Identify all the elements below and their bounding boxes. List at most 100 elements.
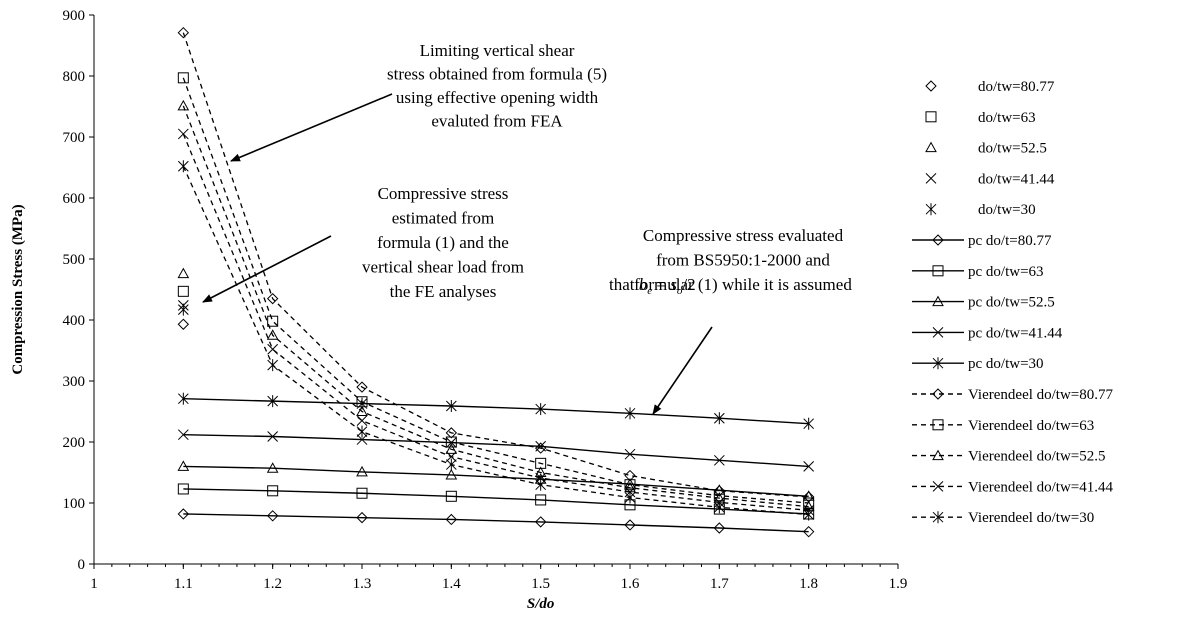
legend-label: Vierendeel do/tw=63 [968,418,1094,434]
legend-marker [932,357,944,370]
series-line [183,513,809,533]
x-tick-label: 1.9 [889,576,908,592]
annotation-line: estimated from [392,209,494,228]
legend-entry-3: do/tw=41.44 [925,171,1055,187]
series-line [182,105,809,508]
data-point [356,425,368,438]
legend-marker [925,80,937,92]
y-tick-label: 300 [63,374,86,390]
legend: do/tw=80.77 do/tw=63 do/tw=52.5 do/tw=41.44… [912,79,1114,526]
x-tick-label: 1.7 [710,576,729,592]
series-4 [177,303,189,316]
legend-entry-6: pc do/tw=63 [912,264,1044,280]
data-point [535,494,547,506]
legend-entry-11: Vierendeel do/tw=63 [912,418,1094,434]
annotation-line: the FE analyses [390,282,497,301]
x-tick-label: 1.1 [174,576,193,592]
data-point [177,392,189,405]
series-1 [177,285,189,297]
legend-label: do/tw=80.77 [978,79,1055,95]
x-tick-label: 1.8 [799,576,818,592]
data-point [445,468,458,480]
y-tick-label: 0 [78,557,86,573]
legend-marker [925,203,937,216]
data-point [266,510,279,522]
legend-label: pc do/tw=30 [968,356,1044,372]
data-point [177,26,190,39]
x-tick-label: 1 [90,576,98,592]
data-point [445,443,458,454]
data-point [534,516,547,528]
data-point [177,99,190,111]
plot-area: 0 100 200 300 400 500 600 700 800 900 1 1.1 1.2 1.3 1.… [10,8,907,612]
data-point [356,381,368,393]
legend-entry-14: Vierendeel do/tw=30 [912,510,1094,526]
annotation-line: from BS5950:1-2000 and [656,251,830,270]
legend-marker [932,449,944,461]
data-point [535,403,547,416]
y-tick-label: 600 [63,191,86,207]
data-point [267,395,279,408]
series-line [183,397,809,425]
y-tick-label: 900 [63,8,86,24]
series-line [183,465,809,497]
data-point [445,436,457,448]
legend-label: pc do/t=80.77 [968,233,1052,249]
legend-label: do/tw=63 [978,110,1036,126]
data-point [356,434,368,445]
legend-marker [932,327,944,338]
data-point [267,343,279,355]
x-tick-label: 1.5 [531,576,550,592]
data-point [445,513,458,526]
legend-marker [932,234,944,246]
data-point [356,405,368,416]
data-point [266,292,279,305]
data-point [356,511,368,524]
annotation-arrow [652,326,713,415]
legend-marker [925,173,937,184]
legend-marker [925,111,937,123]
legend-label: do/tw=52.5 [978,141,1047,157]
data-point [445,427,458,439]
annotation-line: using effective opening width [396,88,599,107]
data-point [445,458,457,471]
y-axis-title: Compression Stress (MPa) [10,204,26,374]
series-10 [177,26,815,503]
legend-label: do/tw=41.44 [978,171,1055,187]
series-line [183,488,809,515]
data-point [177,128,189,140]
annotation-line: formular (1) while it is assumed [634,275,852,294]
annotation-3-formula-line: that be = so/2 [609,275,696,297]
data-point [803,508,815,521]
x-tick-label: 1.2 [263,576,282,592]
legend-entry-12: Vierendeel do/tw=52.5 [912,449,1106,465]
data-point [624,519,636,531]
legend-marker [932,419,944,431]
data-point [534,466,547,477]
legend-marker [932,295,944,307]
series-9 [177,392,815,430]
data-point [177,508,190,520]
annotation-line: Limiting vertical shear [420,41,575,60]
data-point [445,400,457,413]
legend-label: Vierendeel do/tw=41.44 [968,479,1114,495]
data-point [177,483,189,495]
legend-entry-4: do/tw=30 [925,202,1036,218]
series-line [182,32,809,498]
annotation-line: stress obtained from formula (5) [387,65,607,84]
series-12 [177,99,815,512]
legend-marker [932,511,944,524]
legend-entry-13: Vierendeel do/tw=41.44 [912,479,1114,495]
data-point [177,318,190,330]
annotation-1: Limiting vertical shear stress obtained f… [387,41,607,131]
data-point [713,484,726,495]
series-2 [177,267,190,279]
data-point [624,407,636,420]
legend-entry-0: do/tw=80.77 [925,79,1055,95]
x-axis-title: S/do [527,596,555,612]
legend-entry-10: Vierendeel do/tw=80.77 [912,387,1114,403]
data-point [802,490,815,501]
data-point [267,359,279,372]
data-point [267,431,279,442]
